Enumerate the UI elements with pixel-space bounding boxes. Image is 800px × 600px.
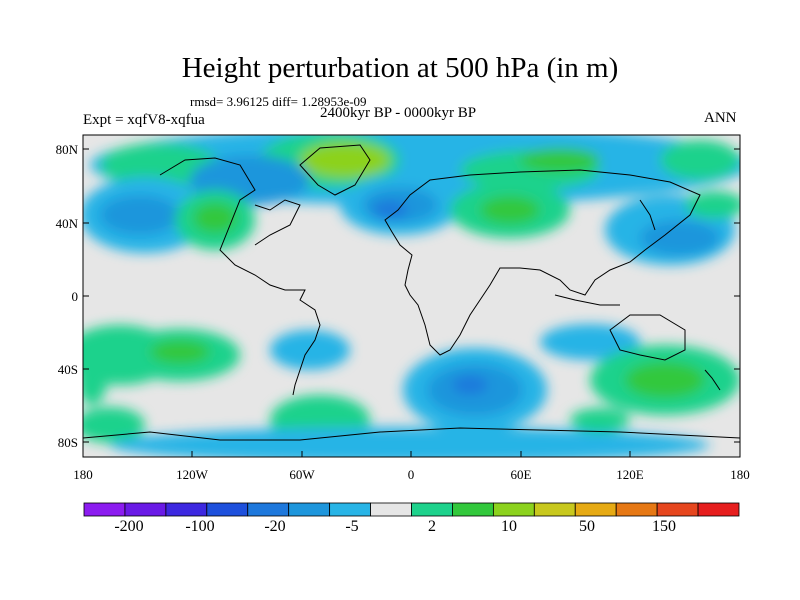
- colorbar-label: -200: [114, 518, 144, 535]
- map-panel: [83, 135, 740, 457]
- colorbar-swatch: [206, 502, 249, 517]
- colorbar-swatch: [452, 502, 494, 517]
- season-label: ANN: [704, 110, 737, 126]
- map-title: Height perturbation at 500 hPa (in m): [181, 52, 619, 84]
- coastlines: [83, 144, 740, 441]
- time-period-label: 2400kyr BP - 0000kyr BP: [320, 105, 477, 121]
- colorbar-label: -5: [345, 518, 359, 535]
- contour-fields: [83, 135, 740, 457]
- colorbar-swatch: [247, 502, 290, 517]
- colorbar-swatch: [370, 502, 412, 517]
- lon-label-180e: 180: [730, 467, 750, 482]
- lon-label-60w: 60W: [289, 467, 315, 482]
- lat-label-40s: 40S: [57, 362, 78, 377]
- lon-label-0: 0: [407, 467, 415, 482]
- colorbar-label: 150: [652, 518, 676, 535]
- lon-label-180w: 180: [73, 467, 93, 482]
- lon-label-120e: 120E: [616, 467, 644, 482]
- statistics-text: rmsd= 3.96125 diff= 1.28953e-09: [190, 94, 367, 109]
- colorbar-swatch: [492, 502, 535, 517]
- colorbar-label: 10: [501, 518, 517, 535]
- colorbar-swatch: [574, 502, 617, 517]
- lat-label-80s: 80S: [57, 435, 78, 450]
- colorbar-swatch: [656, 502, 699, 517]
- lon-label-120w: 120W: [176, 467, 208, 482]
- lat-label-80n: 80N: [55, 142, 78, 157]
- colorbar-swatch: [697, 502, 740, 517]
- colorbar-swatch: [329, 502, 371, 517]
- colorbar-swatch: [615, 502, 658, 517]
- colorbar-swatch: [411, 502, 453, 517]
- lon-label-60e: 60E: [510, 467, 532, 482]
- experiment-label: Expt = xqfV8-xqfua: [83, 112, 205, 128]
- colorbar-label: 50: [579, 518, 595, 535]
- colorbar-label: -100: [185, 518, 215, 535]
- lat-label-40n: 40N: [55, 216, 78, 231]
- colorbar-label: 2: [428, 518, 436, 535]
- colorbar-swatch: [83, 502, 126, 517]
- colorbar-swatch: [533, 502, 576, 517]
- lat-label-equator: 0: [71, 289, 79, 304]
- colorbar: [83, 502, 740, 517]
- colorbar-swatch: [165, 502, 208, 517]
- axis-ticks: [82, 148, 741, 457]
- colorbar-swatch: [124, 502, 167, 517]
- colorbar-label: -20: [264, 518, 286, 535]
- colorbar-swatch: [288, 502, 331, 517]
